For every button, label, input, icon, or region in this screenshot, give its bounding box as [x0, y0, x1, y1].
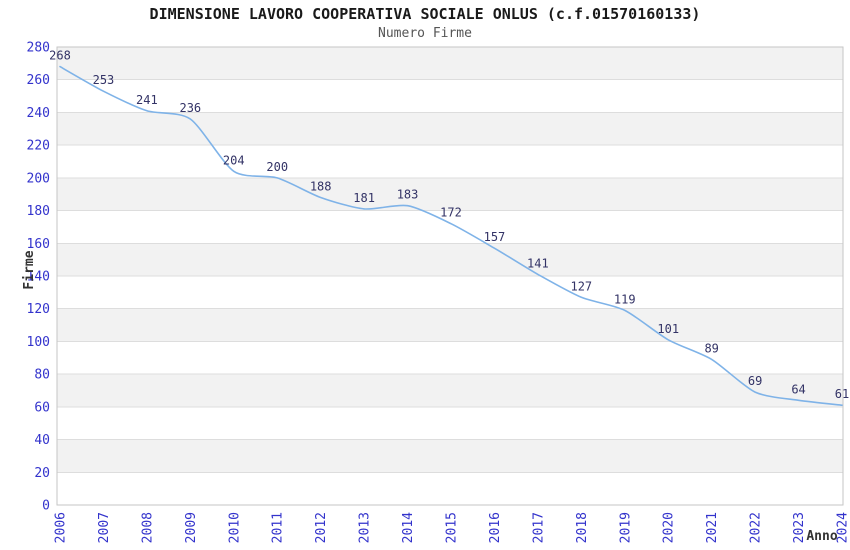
- y-tick-label: 100: [27, 335, 50, 350]
- x-tick-label: 2010: [227, 512, 242, 543]
- data-label: 127: [570, 279, 592, 293]
- x-tick-label: 2021: [705, 512, 720, 543]
- data-label: 101: [657, 322, 679, 336]
- data-label: 157: [484, 230, 506, 244]
- y-tick-label: 160: [27, 237, 50, 252]
- plot-band: [57, 308, 843, 342]
- x-tick-label: 2007: [97, 512, 112, 543]
- y-tick-label: 260: [27, 73, 50, 88]
- data-label: 253: [93, 73, 115, 87]
- data-label: 61: [835, 387, 849, 401]
- y-tick-label: 80: [34, 368, 50, 383]
- data-label: 268: [49, 49, 71, 63]
- plot-band: [57, 374, 843, 407]
- x-tick-label: 2017: [531, 512, 546, 543]
- x-tick-label: 2006: [54, 512, 69, 543]
- data-label: 69: [748, 374, 762, 388]
- plot-band: [57, 243, 843, 276]
- plot-band: [57, 112, 843, 146]
- data-label: 183: [397, 188, 419, 202]
- data-label: 172: [440, 206, 462, 220]
- y-tick-label: 200: [27, 171, 50, 186]
- plot-band: [57, 47, 843, 80]
- y-tick-label: 40: [34, 433, 50, 448]
- x-tick-label: 2020: [662, 512, 677, 543]
- y-tick-label: 120: [27, 302, 50, 317]
- y-tick-label: 60: [34, 400, 50, 415]
- y-tick-label: 220: [27, 139, 50, 154]
- plot-band: [57, 177, 843, 211]
- data-label: 141: [527, 256, 549, 270]
- x-axis-title: Anno: [806, 529, 837, 544]
- y-tick-label: 280: [27, 41, 50, 56]
- y-tick-label: 140: [27, 270, 50, 285]
- x-tick-label: 2014: [401, 512, 416, 543]
- data-label: 119: [614, 292, 636, 306]
- x-tick-label: 2011: [271, 512, 286, 543]
- data-label: 181: [353, 191, 375, 205]
- chart-title: DIMENSIONE LAVORO COOPERATIVA SOCIALE ON…: [149, 5, 701, 23]
- data-label: 64: [791, 382, 805, 396]
- y-axis-title: Firme: [22, 250, 37, 289]
- x-tick-label: 2024: [836, 512, 850, 543]
- x-tick-label: 2009: [184, 512, 199, 543]
- data-label: 204: [223, 153, 245, 167]
- x-tick-label: 2019: [618, 512, 633, 543]
- x-tick-label: 2016: [488, 512, 503, 543]
- x-tick-label: 2015: [445, 512, 460, 543]
- data-label: 89: [704, 341, 718, 355]
- data-label: 188: [310, 179, 332, 193]
- x-tick-label: 2018: [575, 512, 590, 543]
- data-label: 241: [136, 93, 158, 107]
- y-tick-label: 180: [27, 204, 50, 219]
- plot-band: [57, 439, 843, 473]
- y-tick-label: 0: [42, 499, 50, 514]
- x-tick-label: 2023: [792, 512, 807, 543]
- x-tick-label: 2012: [314, 512, 329, 543]
- data-label: 236: [179, 101, 201, 115]
- chart-subtitle: Numero Firme: [378, 26, 472, 41]
- plot-border: [56, 46, 844, 506]
- x-tick-label: 2013: [358, 512, 373, 543]
- data-label: 200: [266, 160, 288, 174]
- y-tick-label: 240: [27, 106, 50, 121]
- series-line: [59, 65, 843, 406]
- x-tick-label: 2008: [140, 512, 155, 543]
- y-tick-label: 20: [34, 466, 50, 481]
- x-tick-label: 2022: [749, 512, 764, 543]
